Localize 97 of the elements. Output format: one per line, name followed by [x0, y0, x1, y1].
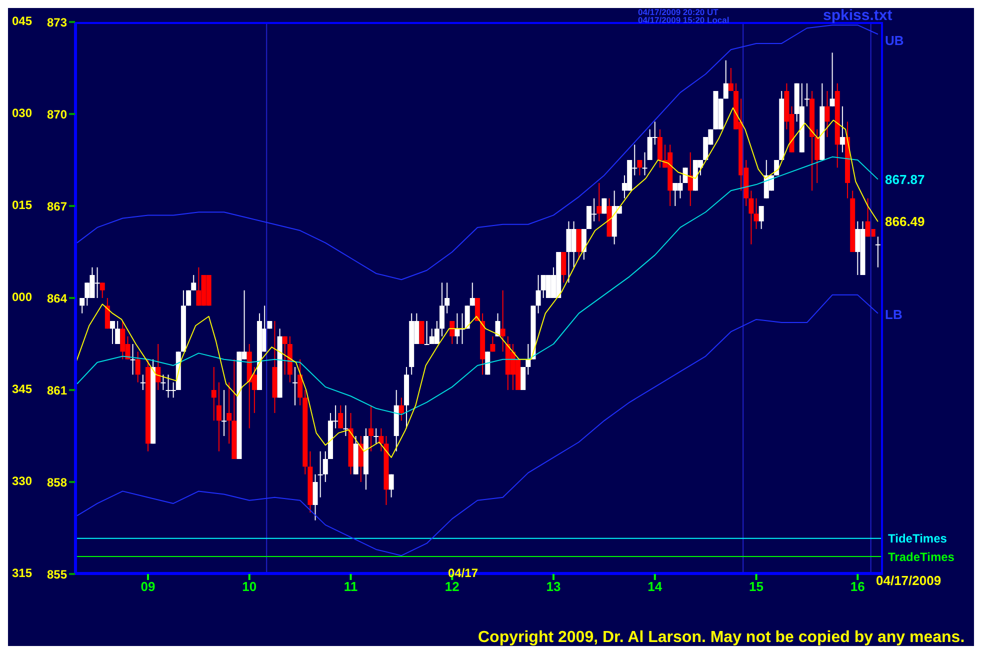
- candlestick: [216, 382, 222, 452]
- line-series: [76, 156, 878, 416]
- candlestick: [160, 374, 166, 390]
- candlestick: [388, 474, 394, 498]
- x-tick-label: 14: [648, 579, 663, 594]
- text: 867.87: [885, 172, 925, 187]
- y-tick-label: 867: [46, 199, 68, 214]
- text: 030: [12, 106, 32, 120]
- candlestick: [80, 298, 85, 314]
- ref-line-label: TideTimes: [888, 532, 948, 546]
- candlestick: [526, 344, 531, 376]
- x-tick-label: 12: [444, 579, 460, 594]
- candlestick: [374, 428, 379, 444]
- candlestick: [140, 374, 146, 390]
- annotation: 04/17: [448, 566, 478, 580]
- candlestick: [657, 128, 662, 168]
- candlestick: [520, 367, 526, 390]
- text: 866.49: [885, 214, 925, 229]
- candlestick: [191, 274, 196, 291]
- y-tick-label: 858: [46, 475, 68, 490]
- candlestick: [774, 160, 780, 176]
- y-tick-label: 873: [46, 15, 68, 30]
- candlestick: [536, 274, 541, 314]
- y-tick-label: 855: [46, 567, 68, 582]
- text: 315: [12, 566, 32, 580]
- x-tick-label: 15: [749, 579, 764, 594]
- y-tick-label: 861: [46, 383, 68, 398]
- candlestick: [830, 52, 835, 107]
- candlestick: [444, 282, 450, 314]
- candlestick: [312, 474, 318, 521]
- candlestick: [758, 206, 764, 230]
- text: Copyright 2009, Dr. Al Larson. May not be copied by any means.: [478, 629, 965, 646]
- candlestick: [728, 68, 734, 92]
- x-tick-label: 16: [850, 579, 865, 594]
- candlestick: [470, 282, 475, 306]
- text: LB: [885, 307, 902, 322]
- x-tick-label: 09: [140, 579, 156, 594]
- candlestick: [368, 404, 374, 452]
- candlestick: [596, 182, 602, 222]
- candlestick: [875, 236, 880, 268]
- text: 330: [12, 474, 32, 488]
- candlestick: [211, 366, 216, 422]
- candlestick: [222, 390, 227, 436]
- candlestick: [100, 282, 105, 298]
- candlestick: [110, 320, 116, 344]
- text: 015: [12, 198, 32, 212]
- candlestick: [840, 106, 845, 153]
- candlestick: [292, 366, 298, 406]
- candlestick: [754, 198, 759, 230]
- y-tick-label: 870: [46, 107, 68, 122]
- candlestick: [226, 382, 232, 444]
- candlestick: [343, 404, 348, 436]
- line-series: [76, 294, 878, 556]
- candlestick: [282, 336, 288, 376]
- candlestick: [115, 320, 120, 344]
- candlestick: [130, 344, 136, 376]
- candlestick: [419, 321, 424, 344]
- ref-line-label: TradeTimes: [888, 550, 955, 564]
- text: 345: [12, 382, 32, 396]
- candlestick: [814, 128, 820, 184]
- candlestick: [748, 190, 754, 245]
- candlestick: [450, 320, 455, 344]
- y-tick-label: 864: [46, 291, 68, 306]
- candlestick: [104, 298, 110, 330]
- candlestick: [338, 404, 344, 429]
- candlestick: [378, 428, 384, 452]
- candlestick: [424, 320, 430, 345]
- candlestick: [135, 351, 140, 383]
- candlestick: [637, 160, 642, 176]
- candlestick: [439, 282, 444, 337]
- x-tick-label: 10: [242, 579, 257, 594]
- candlestick: [358, 436, 364, 482]
- text: UB: [885, 33, 904, 48]
- candlestick: [576, 228, 582, 260]
- candlestick: [642, 152, 648, 176]
- candlestick: [804, 82, 810, 107]
- candlestick: [824, 90, 830, 138]
- candlestick: [723, 60, 728, 100]
- line-series: [76, 24, 878, 280]
- candlestick: [688, 152, 693, 206]
- text: 045: [12, 14, 32, 28]
- candlestick: [495, 312, 500, 337]
- candlestick: [581, 228, 586, 260]
- annotation: spkiss.txt: [823, 7, 892, 24]
- annotation: 04/17/2009: [876, 573, 942, 588]
- candlestick: [298, 358, 303, 406]
- text: 04/17/2009 20:20 UT: [638, 7, 718, 17]
- x-tick-label: 11: [344, 579, 358, 594]
- text: 000: [12, 290, 32, 304]
- candlestick: [561, 252, 566, 284]
- candlestick: [156, 344, 161, 390]
- candlestick: [322, 450, 328, 482]
- candlestick: [398, 397, 404, 422]
- candlestick: [490, 336, 496, 352]
- x-tick-label: 13: [546, 579, 561, 594]
- candlestick: [500, 290, 506, 352]
- candlestick: [318, 450, 323, 498]
